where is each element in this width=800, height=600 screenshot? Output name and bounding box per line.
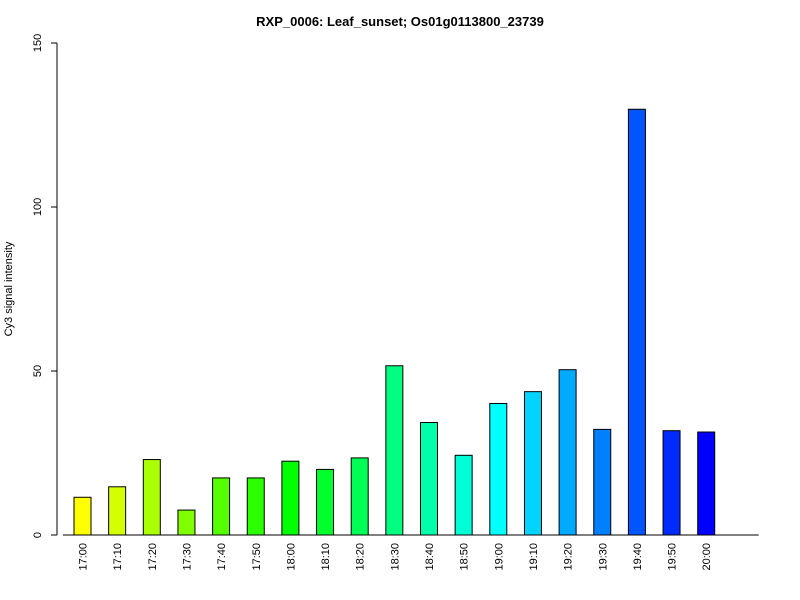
bar bbox=[420, 421, 438, 536]
chart-title: RXP_0006: Leaf_sunset; Os01g0113800_2373… bbox=[256, 14, 544, 29]
bar bbox=[281, 460, 300, 536]
x-tick-label: 17:30 bbox=[181, 543, 193, 571]
bar bbox=[212, 477, 231, 536]
x-tick-label: 17:20 bbox=[147, 543, 159, 571]
bar bbox=[142, 459, 161, 536]
bar bbox=[350, 457, 369, 536]
bar bbox=[316, 468, 335, 536]
bar bbox=[246, 477, 265, 536]
x-tick-label: 18:00 bbox=[285, 543, 297, 571]
y-tick-label: 0 bbox=[32, 532, 44, 538]
y-tick-label: 50 bbox=[32, 365, 44, 377]
x-tick-label: 18:30 bbox=[389, 543, 401, 571]
bar bbox=[177, 509, 196, 536]
x-tick-label: 19:40 bbox=[632, 543, 644, 571]
x-tick-label: 19:20 bbox=[563, 543, 575, 571]
x-tick-label: 19:00 bbox=[493, 543, 505, 571]
bar bbox=[489, 402, 508, 536]
y-tick-label: 100 bbox=[32, 198, 44, 216]
x-tick-labels: 17:00 17:10 17:20 17:30 17:40 17:50 18:00 18:10… bbox=[78, 543, 714, 571]
y-tick-label: 150 bbox=[32, 34, 44, 52]
bar bbox=[627, 108, 646, 536]
bars-group bbox=[73, 108, 716, 536]
bar bbox=[662, 430, 681, 536]
x-tick-label: 19:30 bbox=[597, 543, 609, 571]
bar bbox=[385, 365, 404, 536]
bar bbox=[454, 454, 473, 536]
x-tick-label: 18:50 bbox=[459, 543, 471, 571]
bar bbox=[558, 369, 577, 536]
x-tick-label: 19:50 bbox=[667, 543, 679, 571]
y-axis-label: Cy3 signal intensity bbox=[3, 241, 15, 336]
bar bbox=[73, 496, 92, 536]
x-tick-label: 17:00 bbox=[78, 543, 90, 571]
x-tick-label: 18:10 bbox=[320, 543, 332, 571]
x-tick-label: 18:20 bbox=[355, 543, 367, 571]
x-tick-label: 17:50 bbox=[251, 543, 263, 571]
x-tick-label: 17:40 bbox=[216, 543, 228, 571]
x-tick-label: 20:00 bbox=[701, 543, 713, 571]
x-tick-label: 18:40 bbox=[424, 543, 436, 571]
bar bbox=[593, 428, 612, 536]
x-tick-label: 17:10 bbox=[112, 543, 124, 571]
bar bbox=[108, 486, 127, 536]
x-tick-label: 19:10 bbox=[528, 543, 540, 571]
bar bbox=[523, 391, 542, 536]
bar bbox=[697, 431, 716, 536]
